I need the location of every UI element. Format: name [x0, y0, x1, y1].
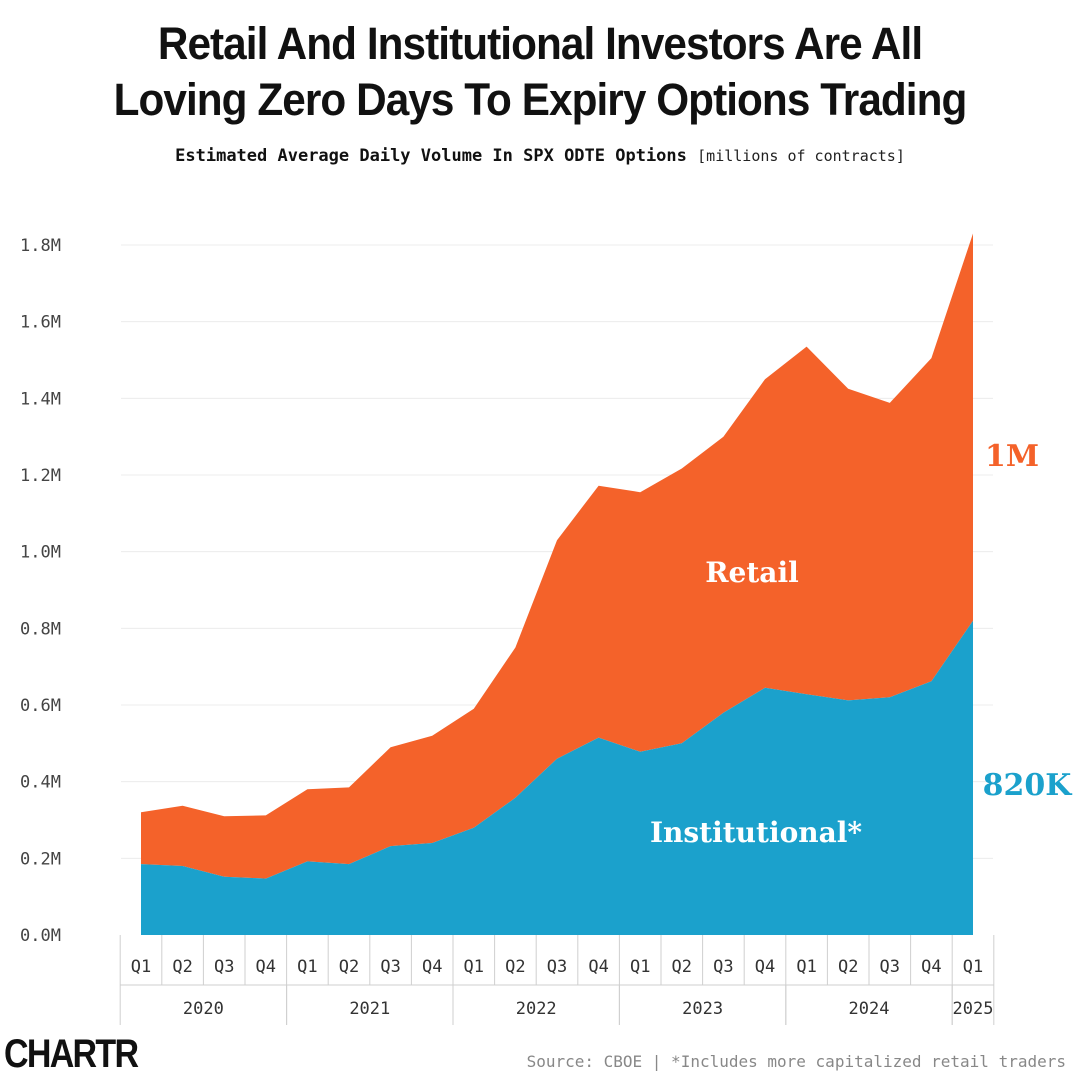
y-tick-label: 1.0M — [20, 543, 61, 563]
x-tick-label: Q4 — [256, 957, 276, 977]
institutional-end-label: 820K — [983, 768, 1073, 803]
subtitle-text: Estimated Average Daily Volume In SPX OD… — [175, 146, 687, 166]
x-tick-label: Q1 — [963, 957, 983, 977]
year-label: 2024 — [849, 999, 890, 1019]
y-tick-label: 1.8M — [20, 236, 61, 256]
y-tick-label: 0.2M — [20, 849, 61, 869]
y-tick-label: 0.6M — [20, 696, 61, 716]
y-tick-label: 0.8M — [20, 619, 61, 639]
institutional-area — [141, 620, 973, 935]
x-tick-label: Q2 — [838, 957, 858, 977]
year-label: 2023 — [682, 999, 723, 1019]
x-tick-label: Q2 — [172, 957, 192, 977]
y-tick-label: 0.0M — [20, 926, 61, 946]
year-label: 2020 — [183, 999, 224, 1019]
x-tick-label: Q4 — [921, 957, 941, 977]
year-label: 2022 — [516, 999, 557, 1019]
chart-subtitle: Estimated Average Daily Volume In SPX OD… — [0, 146, 1080, 166]
x-tick-label: Q4 — [588, 957, 608, 977]
x-tick-label: Q3 — [880, 957, 900, 977]
x-tick-label: Q4 — [422, 957, 442, 977]
x-tick-label: Q2 — [505, 957, 525, 977]
source-note: Source: CBOE | *Includes more capitalize… — [526, 1052, 1066, 1071]
title-line-1: Retail And Institutional Investors Are A… — [157, 18, 923, 69]
x-tick-label: Q1 — [297, 957, 317, 977]
retail-end-label: 1M — [985, 439, 1039, 474]
x-tick-label: Q1 — [464, 957, 484, 977]
retail-series-label: Retail — [705, 556, 798, 589]
x-tick-label: Q3 — [380, 957, 400, 977]
x-tick-label: Q3 — [547, 957, 567, 977]
x-tick-label: Q2 — [672, 957, 692, 977]
y-tick-label: 1.6M — [20, 313, 61, 333]
area-chart: 0.0M 0.2M 0.4M 0.6M 0.8M 1.0M 1.2M 1.4M 1.6M 1.8M… — [20, 233, 1073, 1025]
x-tick-label: Q1 — [796, 957, 816, 977]
x-tick-label: Q2 — [339, 957, 359, 977]
y-tick-label: 1.4M — [20, 389, 61, 409]
y-tick-label: 1.2M — [20, 466, 61, 486]
y-tick-label: 0.4M — [20, 773, 61, 793]
institutional-series-label: Institutional* — [650, 816, 862, 849]
x-tick-label: Q3 — [713, 957, 733, 977]
chart-title: Retail And Institutional Investors Are A… — [32, 16, 1047, 128]
retail-area — [141, 233, 973, 879]
unit-text: [millions of contracts] — [697, 147, 905, 165]
year-label: 2025 — [953, 999, 994, 1019]
x-tick-label: Q1 — [630, 957, 650, 977]
x-tick-label: Q4 — [755, 957, 775, 977]
x-tick-label: Q3 — [214, 957, 234, 977]
chartr-logo: CHARTR — [4, 1032, 139, 1076]
x-tick-label: Q1 — [131, 957, 151, 977]
title-line-2: Loving Zero Days To Expiry Options Tradi… — [113, 74, 968, 125]
year-label: 2021 — [349, 999, 390, 1019]
